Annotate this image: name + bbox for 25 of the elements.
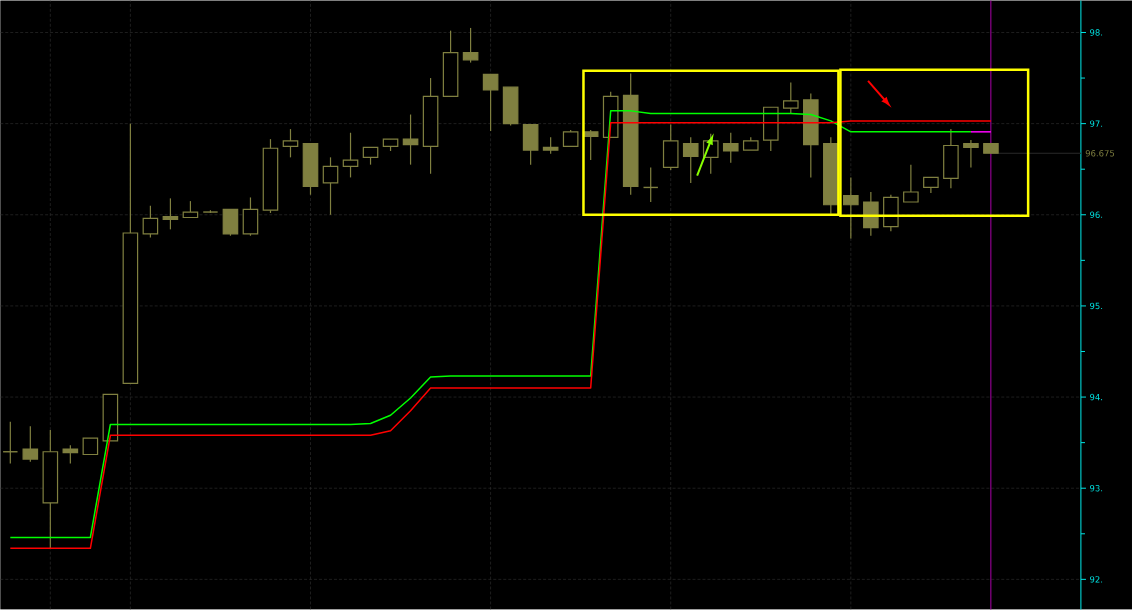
candlestick bbox=[162, 197, 179, 230]
y-tick-label: 94. bbox=[1090, 393, 1103, 401]
y-tick-label: 97. bbox=[1090, 120, 1103, 127]
candlestick bbox=[582, 129, 599, 161]
y-tick-label: 92. bbox=[1090, 576, 1103, 583]
candlestick bbox=[342, 132, 359, 178]
y-tick-label: 95. bbox=[1090, 302, 1103, 310]
candlestick bbox=[62, 444, 79, 465]
candlestick bbox=[903, 164, 919, 203]
candlestick bbox=[482, 73, 499, 132]
y-tick-label: 93. bbox=[1090, 485, 1103, 492]
y-tick-label: 96. bbox=[1090, 211, 1103, 218]
candlestick bbox=[402, 113, 419, 166]
candlestick bbox=[22, 425, 39, 463]
candlestick bbox=[282, 128, 299, 158]
y-tick-label: 98. bbox=[1090, 29, 1103, 36]
candlestick bbox=[682, 136, 699, 184]
candlestick bbox=[963, 139, 979, 168]
candlestick bbox=[843, 176, 859, 240]
candlestick bbox=[722, 132, 739, 164]
candlestick bbox=[322, 156, 339, 216]
candlestick bbox=[782, 82, 799, 115]
ref-line-label: 96.675 bbox=[1085, 150, 1115, 157]
candlestick bbox=[462, 27, 479, 64]
candlestick bbox=[142, 205, 159, 239]
